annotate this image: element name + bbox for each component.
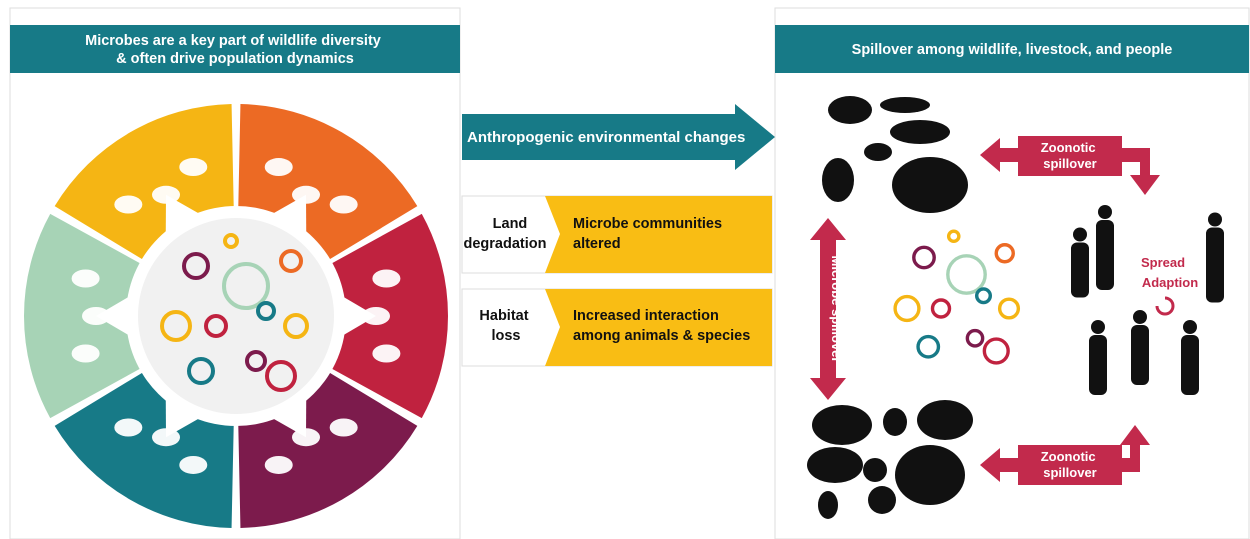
page: Microbes are a key part of wildlife dive… xyxy=(0,0,1250,539)
side-arrow-label: Microbe spillover xyxy=(829,256,844,363)
title-line: & often drive population dynamics xyxy=(116,51,354,67)
person-head xyxy=(1208,213,1222,227)
microbe xyxy=(1000,299,1019,318)
effect-box xyxy=(545,196,772,273)
animal-silhouette xyxy=(883,408,907,436)
diagram: Microbes are a key part of wildlife dive… xyxy=(0,0,1250,539)
animal-icon xyxy=(330,418,358,436)
animal-icon xyxy=(265,158,293,176)
animal-silhouette xyxy=(812,405,872,445)
label-line: Zoonotic xyxy=(1041,449,1096,464)
effect-line: Increased interaction xyxy=(573,308,719,324)
effect-line: Microbe communities xyxy=(573,216,722,232)
microbe xyxy=(914,247,934,267)
wildlife-wheel xyxy=(24,104,448,528)
microbe xyxy=(949,231,959,241)
animal-silhouette xyxy=(818,491,838,519)
person-head xyxy=(1183,320,1197,334)
person-body xyxy=(1089,335,1107,395)
title-line: Microbes are a key part of wildlife dive… xyxy=(85,33,381,49)
animal-icon xyxy=(330,196,358,214)
cycle-icon xyxy=(1157,298,1173,314)
animal-silhouette xyxy=(868,486,896,514)
cause-line: degradation xyxy=(464,236,547,252)
adaption-label: Adaption xyxy=(1142,275,1198,290)
person-body xyxy=(1096,220,1114,290)
microbe xyxy=(996,245,1013,262)
microbe xyxy=(967,331,982,346)
microbe xyxy=(977,289,991,303)
right-title: Spillover among wildlife, livestock, and… xyxy=(852,42,1173,58)
animal-icon xyxy=(372,344,400,362)
animal-silhouette xyxy=(864,143,892,161)
row: Habitat loss Increased interaction among… xyxy=(462,289,772,366)
person-body xyxy=(1206,228,1224,303)
animal-silhouette xyxy=(807,447,863,483)
person-head xyxy=(1073,228,1087,242)
animal-silhouette xyxy=(828,96,872,124)
animal-silhouette xyxy=(892,157,968,213)
animal-silhouette xyxy=(822,158,854,202)
label-line: Zoonotic xyxy=(1041,140,1096,155)
spread-label: Spread xyxy=(1141,255,1185,270)
microbe xyxy=(984,339,1008,363)
effect-line: altered xyxy=(573,236,621,252)
label-line: spillover xyxy=(1043,156,1096,171)
person-head xyxy=(1098,205,1112,219)
person-head xyxy=(1091,320,1105,334)
cause-line: Land xyxy=(493,216,528,232)
label-line: spillover xyxy=(1043,465,1096,480)
person-body xyxy=(1181,335,1199,395)
animal-icon xyxy=(114,196,142,214)
animal-silhouette xyxy=(890,120,950,144)
animal-silhouette xyxy=(863,458,887,482)
person-body xyxy=(1071,243,1089,298)
row: Land degradation Microbe communities alt… xyxy=(462,196,772,273)
animal-icon xyxy=(372,270,400,288)
animal-icon xyxy=(72,270,100,288)
animal-icon xyxy=(114,418,142,436)
microbe xyxy=(895,297,919,321)
arrow-label: Anthropogenic environmental changes xyxy=(467,129,745,146)
person-head xyxy=(1133,310,1147,324)
animal-icon xyxy=(265,456,293,474)
bottom-arrow-label: Zoonotic spillover xyxy=(1041,449,1100,480)
animal-icon xyxy=(179,456,207,474)
animal-silhouette xyxy=(917,400,973,440)
top-arrow-label: Zoonotic spillover xyxy=(1041,140,1100,171)
person-body xyxy=(1131,325,1149,385)
microbe xyxy=(948,256,985,293)
animal-icon xyxy=(72,344,100,362)
microbe xyxy=(918,337,938,357)
microbe xyxy=(933,300,950,317)
animal-silhouette xyxy=(880,97,930,113)
animal-silhouette xyxy=(895,445,965,505)
animal-icon xyxy=(179,158,207,176)
effect-line: among animals & species xyxy=(573,328,750,344)
cause-line: loss xyxy=(491,328,520,344)
cause-line: Habitat xyxy=(479,308,528,324)
